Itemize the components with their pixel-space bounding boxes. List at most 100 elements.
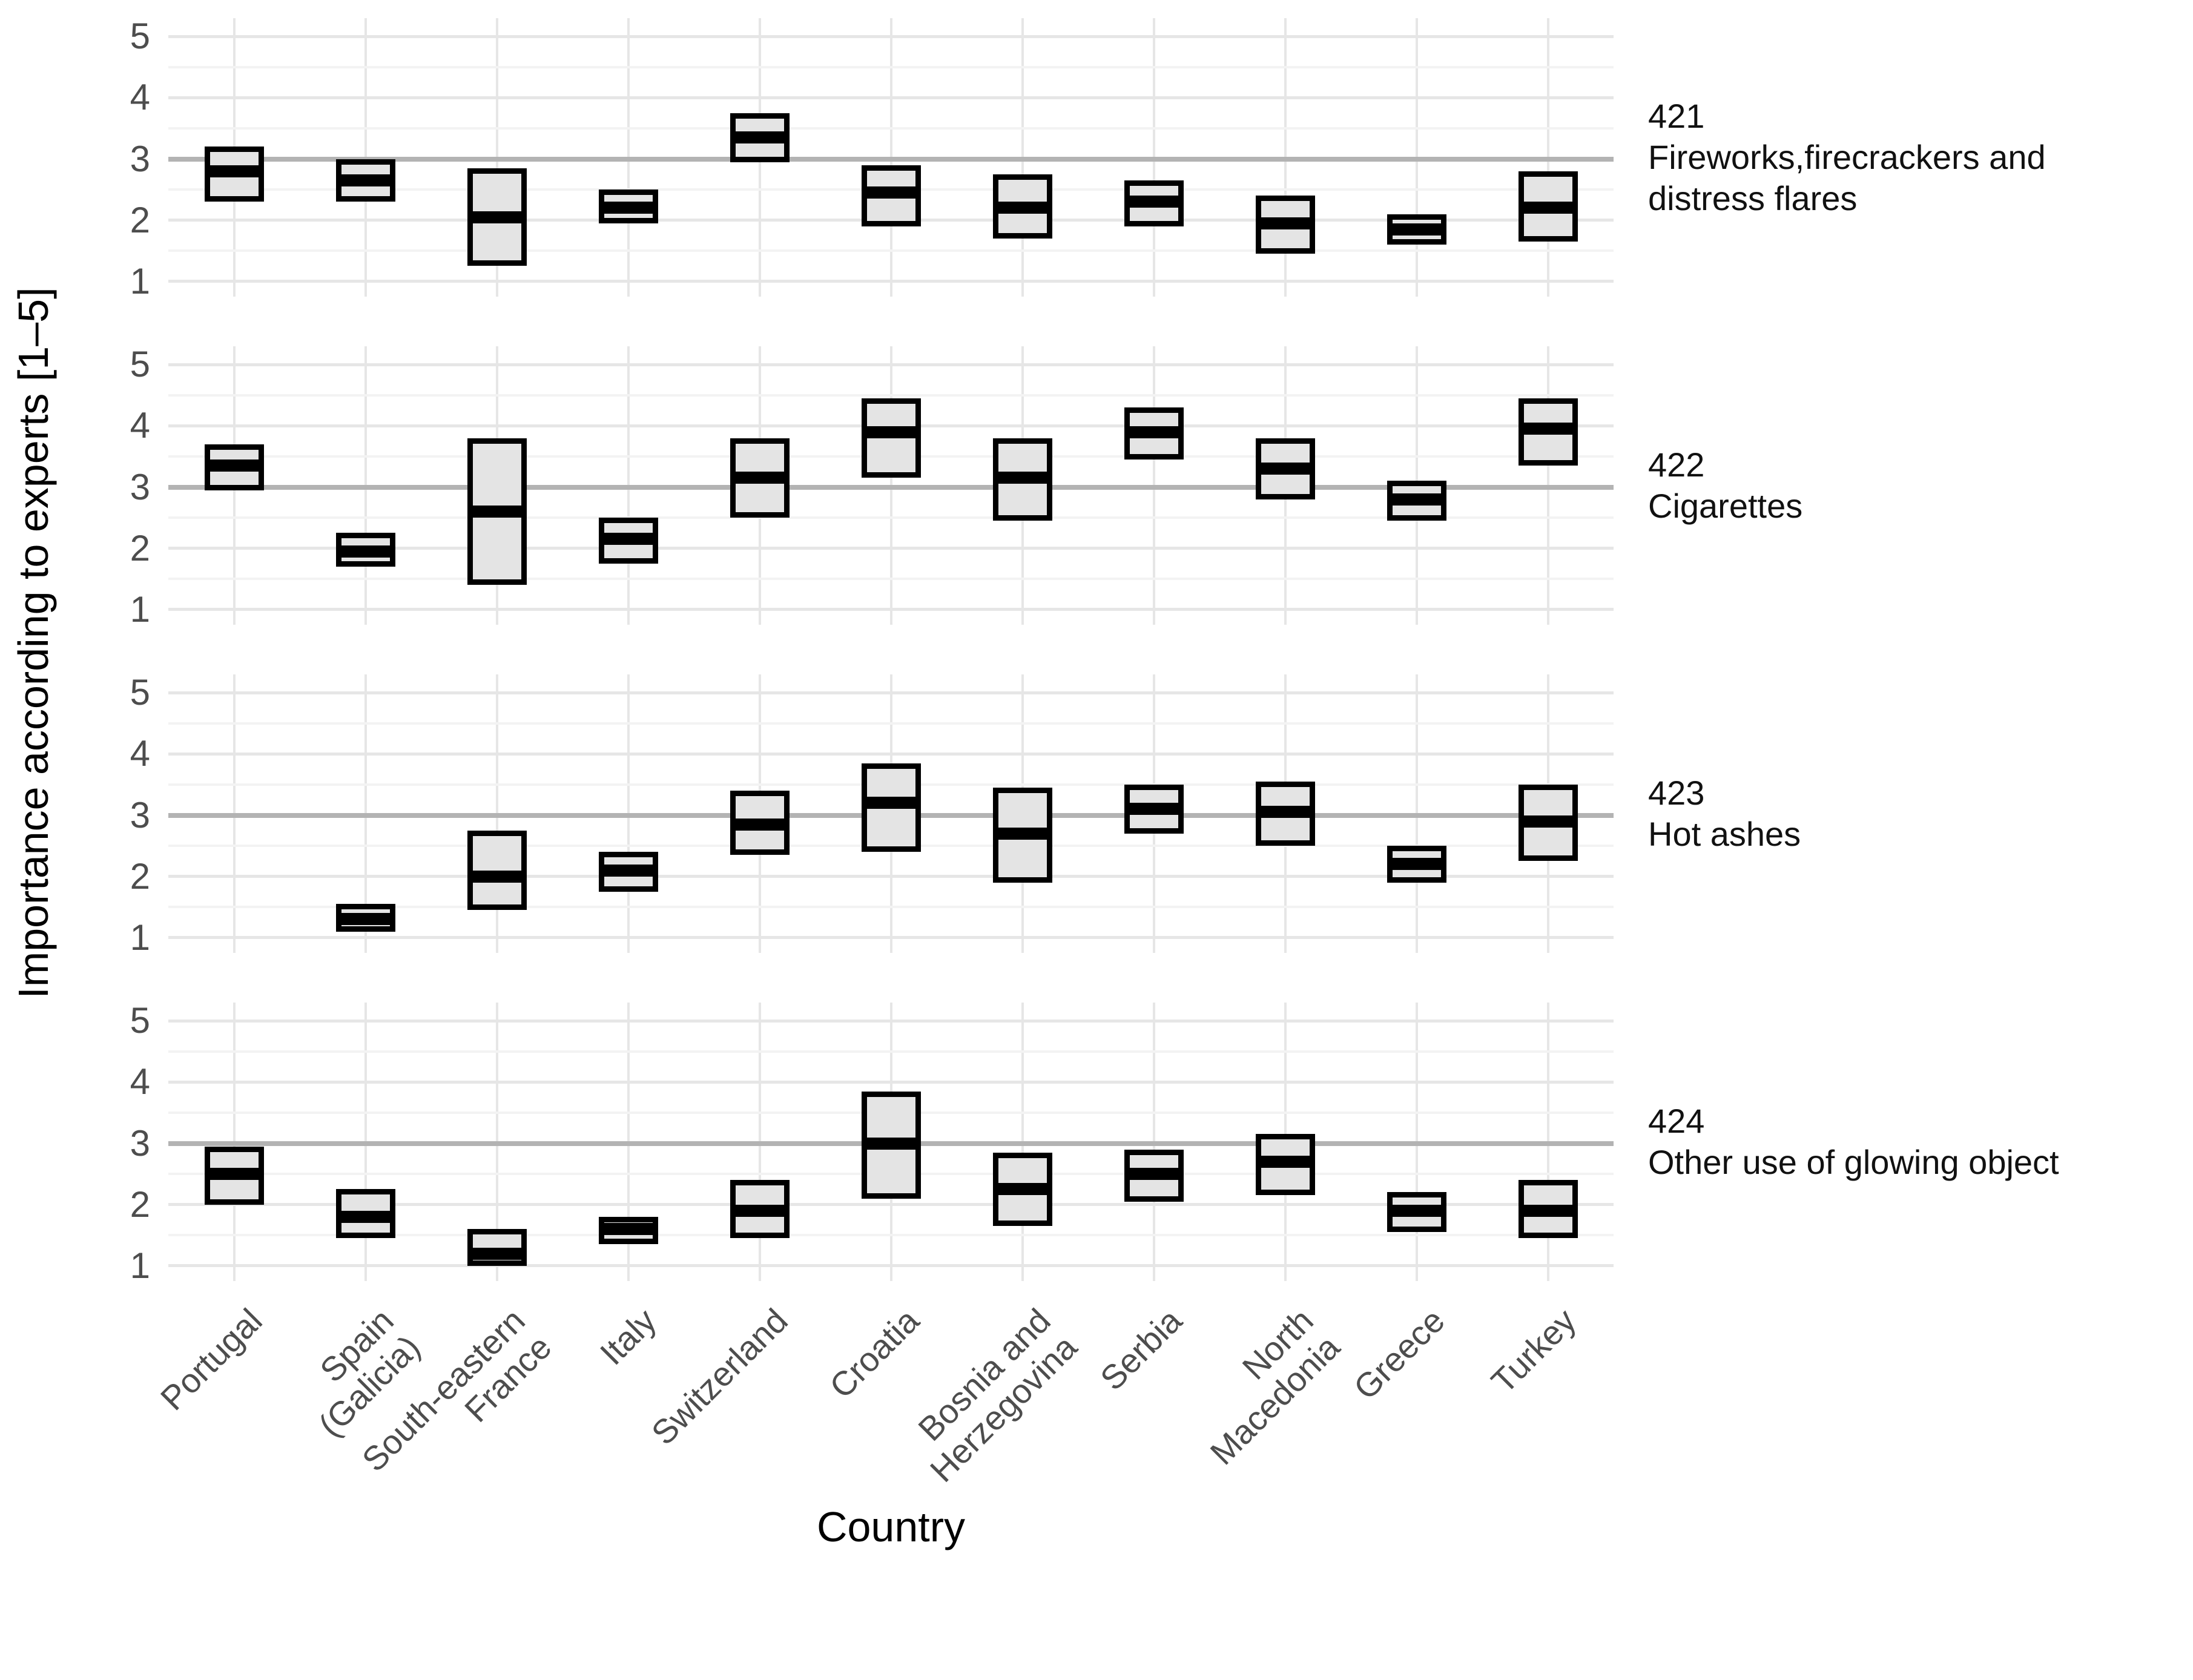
median-line	[993, 1183, 1052, 1196]
facet-label-423: 423 Hot ashes	[1648, 772, 1801, 855]
y-major-gridline	[168, 547, 1614, 550]
x-axis-title: Country	[816, 1503, 966, 1550]
median-line	[1256, 217, 1315, 229]
y-major-gridline	[168, 363, 1614, 366]
median-line	[1256, 463, 1315, 475]
y-major-gridline	[168, 1080, 1614, 1084]
y-minor-gridline	[168, 127, 1614, 130]
median-line	[1256, 806, 1315, 819]
median-line	[336, 545, 395, 558]
y-tick-label: 1	[130, 260, 150, 301]
crossbar-Croatia-422	[862, 398, 921, 478]
median-line	[993, 472, 1052, 484]
y-minor-gridline	[168, 516, 1614, 519]
y-tick-label: 5	[130, 1000, 150, 1041]
median-line	[1124, 803, 1184, 815]
y-tick-label: 1	[130, 917, 150, 958]
median-line	[1387, 858, 1446, 871]
y-minor-gridline	[168, 1234, 1614, 1237]
y-tick-label: 4	[130, 405, 150, 446]
median-line	[730, 131, 790, 144]
median-line	[1387, 493, 1446, 506]
median-line	[862, 1137, 921, 1150]
y-tick-label: 2	[130, 855, 150, 897]
y-minor-gridline	[168, 394, 1614, 397]
facet-label-line: 422	[1648, 446, 1705, 484]
y-tick-label: 4	[130, 1061, 150, 1102]
y-tick-label: 1	[130, 588, 150, 630]
crossbar-South-eastern-France-424	[467, 1229, 527, 1266]
y-tick-label: 3	[130, 794, 150, 835]
y-tick-label: 1	[130, 1245, 150, 1286]
y-minor-gridline	[168, 578, 1614, 581]
facet-label-line: Cigarettes	[1648, 487, 1803, 525]
y-tick-label: 3	[130, 1122, 150, 1164]
median-line	[599, 864, 658, 877]
facet-label-line: Hot ashes	[1648, 815, 1801, 853]
y-major-gridline	[168, 280, 1614, 283]
y-major-gridline	[168, 1264, 1614, 1268]
y-minor-gridline	[168, 1050, 1614, 1053]
y-major-gridline	[168, 608, 1614, 611]
facet-label-421: 421 Fireworks,firecrackers and distress fl…	[1648, 96, 2046, 219]
median-line	[467, 211, 527, 223]
y-tick-label: 3	[130, 138, 150, 179]
median-line	[862, 426, 921, 438]
y-axis-title: Importance according to experts [1–5]	[10, 287, 57, 999]
facet-panel-421	[168, 18, 1614, 297]
median-line	[599, 1223, 658, 1236]
facet-label-424: 424 Other use of glowing object	[1648, 1101, 2059, 1183]
facet-label-line: 421	[1648, 97, 1705, 135]
median-line	[1519, 202, 1578, 214]
median-line	[730, 818, 790, 831]
reference-line	[168, 156, 1614, 162]
y-tick-label: 2	[130, 527, 150, 568]
y-major-gridline	[168, 875, 1614, 878]
y-tick-label: 4	[130, 77, 150, 118]
median-line	[336, 1210, 395, 1223]
median-line	[730, 1204, 790, 1217]
crossbar-South-eastern-France-423	[467, 830, 527, 911]
facet-panel-424	[168, 1003, 1614, 1281]
y-tick-label: 4	[130, 733, 150, 774]
y-minor-gridline	[168, 722, 1614, 725]
median-line	[599, 202, 658, 214]
median-line	[862, 186, 921, 199]
y-major-gridline	[168, 752, 1614, 756]
y-minor-gridline	[168, 906, 1614, 909]
facet-label-line: 423	[1648, 774, 1705, 812]
y-minor-gridline	[168, 249, 1614, 252]
median-line	[1387, 223, 1446, 236]
facet-label-line: distress flares	[1648, 179, 1858, 217]
y-tick-label: 5	[130, 16, 150, 57]
median-line	[467, 505, 527, 518]
median-line	[1124, 196, 1184, 208]
facet-label-line: Other use of glowing object	[1648, 1143, 2059, 1181]
faceted-boxplot-figure: Importance according to experts [1–5] Co…	[10, 16, 2059, 1550]
y-tick-label: 5	[130, 344, 150, 385]
median-line	[1519, 423, 1578, 435]
median-line	[1519, 1204, 1578, 1217]
y-tick-label: 5	[130, 672, 150, 713]
y-tick-label: 3	[130, 466, 150, 507]
median-line	[1124, 426, 1184, 438]
y-major-gridline	[168, 35, 1614, 38]
median-line	[1519, 815, 1578, 828]
median-line	[993, 827, 1052, 840]
y-tick-label: 2	[130, 199, 150, 240]
y-tick-label: 2	[130, 1184, 150, 1225]
facet-panel-422	[168, 346, 1614, 625]
median-line	[205, 460, 264, 472]
median-line	[1256, 1155, 1315, 1168]
median-line	[1124, 1168, 1184, 1181]
median-line	[862, 797, 921, 809]
facet-panel-423	[168, 674, 1614, 953]
y-major-gridline	[168, 96, 1614, 99]
median-line	[205, 1168, 264, 1181]
median-line	[993, 202, 1052, 214]
facet-label-line: 424	[1648, 1102, 1705, 1140]
median-line	[467, 1247, 527, 1260]
median-line	[336, 913, 395, 926]
reference-line	[168, 484, 1614, 490]
median-line	[1387, 1204, 1446, 1217]
